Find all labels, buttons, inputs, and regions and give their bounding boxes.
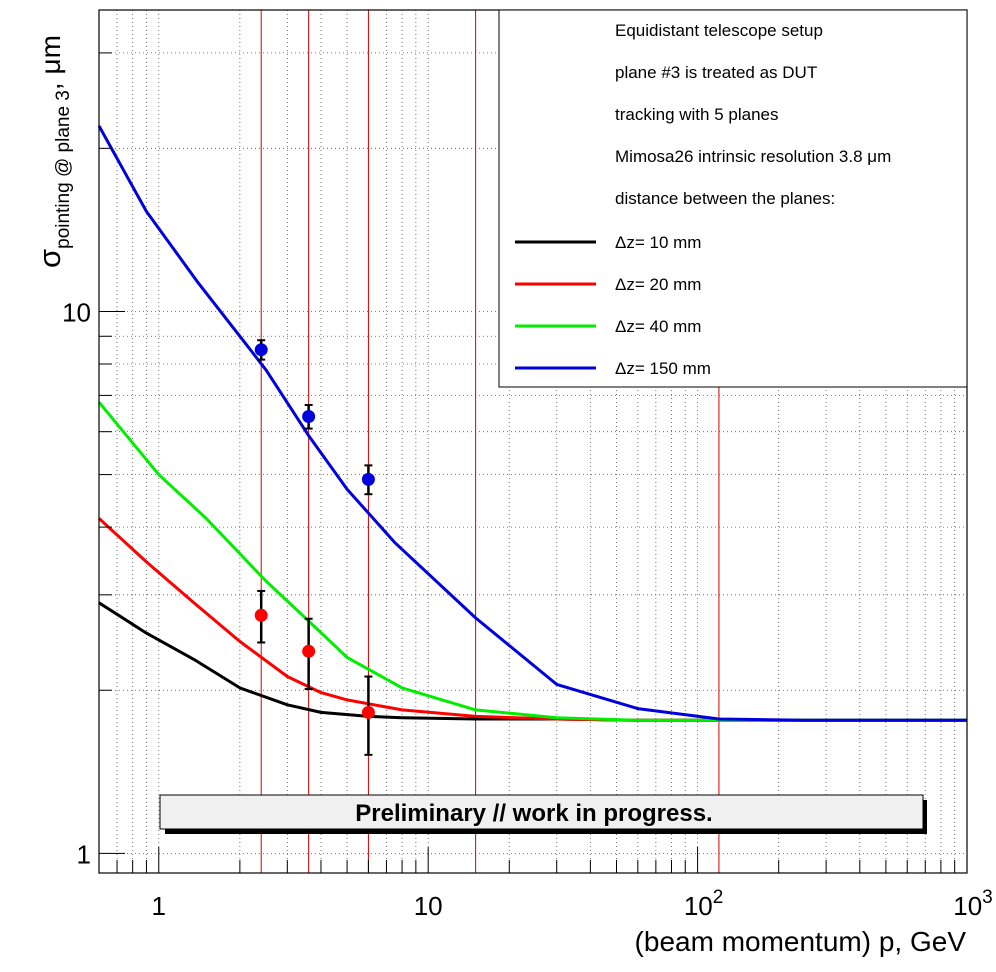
x-tick-label-base: 10 bbox=[953, 891, 982, 921]
legend-label-dz20: Δz= 20 mm bbox=[615, 275, 701, 294]
data-point bbox=[361, 705, 375, 719]
legend: Equidistant telescope setup plane #3 is … bbox=[498, 9, 968, 388]
series-line-150mm bbox=[97, 125, 967, 722]
x-tick-label: 103 bbox=[953, 887, 993, 921]
legend-label-dz10: Δz= 10 mm bbox=[615, 233, 701, 252]
series-line-20mm bbox=[97, 517, 967, 722]
y-tick-label: 1 bbox=[77, 839, 91, 869]
legend-header-line: Equidistant telescope setup bbox=[615, 21, 823, 40]
axis-ticks bbox=[98, 52, 968, 873]
reference-lines bbox=[260, 10, 720, 873]
data-markers bbox=[254, 339, 375, 756]
y-axis-title-unit: , μm bbox=[35, 35, 66, 90]
preliminary-banner: Preliminary // work in progress. bbox=[159, 794, 927, 834]
series-line-10mm bbox=[98, 601, 967, 722]
data-point bbox=[254, 608, 268, 622]
x-tick-label-base: 10 bbox=[684, 891, 713, 921]
legend-box bbox=[498, 9, 968, 388]
x-tick-label-base: 1 bbox=[152, 891, 166, 921]
banner-box bbox=[159, 794, 924, 830]
data-point bbox=[254, 343, 268, 357]
data-point bbox=[302, 409, 316, 423]
legend-header-line: plane #3 is treated as DUT bbox=[615, 63, 817, 82]
y-axis-title-subscript: pointing @ plane 3 bbox=[53, 90, 74, 249]
series-line-40mm bbox=[97, 401, 967, 722]
y-axis-title: σpointing @ plane 3, μm bbox=[32, 35, 74, 268]
x-axis-title: (beam momentum) p, GeV bbox=[635, 926, 967, 957]
x-tick-label-exponent: 2 bbox=[713, 887, 724, 908]
legend-header-line: distance between the planes: bbox=[615, 189, 835, 208]
x-tick-label: 102 bbox=[684, 887, 724, 921]
x-tick-label: 10 bbox=[414, 891, 443, 921]
legend-header-line: Mimosa26 intrinsic resolution 3.8 μm bbox=[615, 147, 891, 166]
y-axis-title-symbol: σ bbox=[32, 249, 67, 268]
x-tick-label: 1 bbox=[152, 891, 166, 921]
series-lines bbox=[97, 125, 967, 722]
y-tick-label: 10 bbox=[62, 297, 91, 327]
x-tick-label-exponent: 3 bbox=[982, 887, 993, 908]
data-point bbox=[361, 472, 375, 486]
data-point bbox=[302, 644, 316, 658]
banner-text: Preliminary // work in progress. bbox=[355, 800, 712, 827]
legend-header-line: tracking with 5 planes bbox=[615, 105, 778, 124]
legend-label-dz150: Δz= 150 mm bbox=[615, 359, 711, 378]
legend-label-dz40: Δz= 40 mm bbox=[615, 317, 701, 336]
x-tick-label-base: 10 bbox=[414, 891, 443, 921]
